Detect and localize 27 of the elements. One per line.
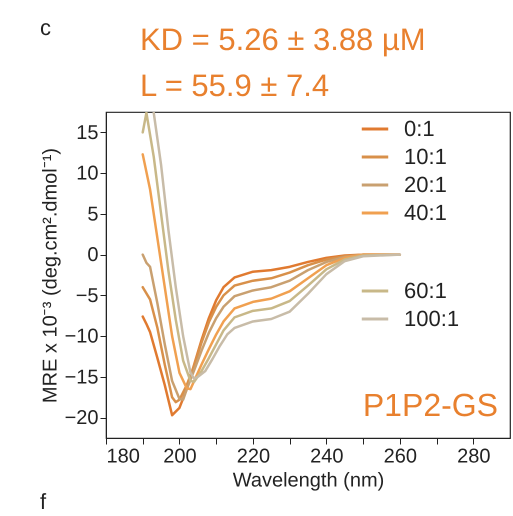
y-tick-label: 15 <box>76 122 98 144</box>
y-axis-title: MRE x 10⁻³ (deg.cm².dmol⁻¹) <box>40 148 62 404</box>
x-tick-label: 180 <box>106 446 140 468</box>
x-axis-title: Wavelength (nm) <box>232 470 384 492</box>
y-tick-label: 0 <box>87 244 98 266</box>
x-tick-label: 260 <box>384 446 418 468</box>
x-tick-label: 220 <box>236 446 270 468</box>
chart-subtitle: L = 55.9 ± 7.4 <box>140 68 330 103</box>
annotation: P1P2-GS <box>362 387 498 423</box>
y-tick-label: −10 <box>64 326 98 348</box>
x-tick-label: 280 <box>457 446 490 468</box>
y-tick-label: −20 <box>64 407 98 430</box>
legend-label: 40:1 <box>404 200 447 225</box>
legend-label: 20:1 <box>404 172 447 197</box>
chart-title: KD = 5.26 ± 3.88 µM <box>140 22 426 57</box>
y-tick-label: −5 <box>76 284 98 307</box>
x-tick-label: 200 <box>163 446 197 468</box>
legend-label: 10:1 <box>404 144 447 169</box>
legend-label: 60:1 <box>404 278 447 303</box>
y-tick-label: 10 <box>76 162 98 185</box>
y-tick-label: −15 <box>64 366 98 388</box>
x-tick-label: 240 <box>310 446 344 468</box>
text: f <box>40 489 47 514</box>
text: c <box>40 15 51 40</box>
legend-label: 100:1 <box>404 306 460 331</box>
legend-label: 0:1 <box>404 116 435 141</box>
y-tick-label: 5 <box>87 203 98 226</box>
